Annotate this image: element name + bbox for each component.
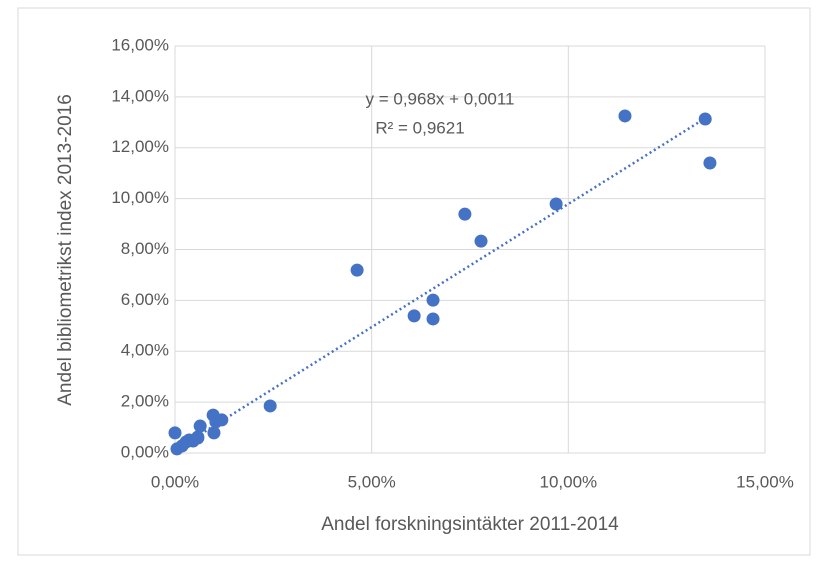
point bbox=[426, 312, 440, 326]
y-tick-label: 16,00% bbox=[111, 35, 169, 54]
point bbox=[207, 426, 221, 440]
x-tick-label: 15,00% bbox=[736, 472, 794, 491]
point bbox=[350, 263, 364, 277]
point bbox=[703, 156, 717, 170]
y-tick-label: 4,00% bbox=[121, 341, 169, 360]
x-tick-label: 10,00% bbox=[539, 472, 597, 491]
point bbox=[474, 234, 488, 248]
y-tick-label: 2,00% bbox=[121, 392, 169, 411]
point bbox=[549, 197, 563, 211]
point bbox=[407, 309, 421, 323]
x-tick-label: 5,00% bbox=[348, 472, 396, 491]
point bbox=[618, 109, 632, 123]
trendline-r2: R² = 0,9621 bbox=[375, 118, 464, 137]
y-tick-label: 10,00% bbox=[111, 188, 169, 207]
chart-frame bbox=[17, 7, 811, 556]
trendline-equation: y = 0,968x + 0,0011 bbox=[365, 89, 514, 108]
y-tick-label: 8,00% bbox=[121, 239, 169, 258]
point bbox=[193, 419, 207, 433]
y-tick-label: 0,00% bbox=[121, 442, 169, 461]
x-axis-title: Andel forskningsintäkter 2011-2014 bbox=[321, 514, 619, 535]
point bbox=[426, 293, 440, 307]
y-tick-label: 12,00% bbox=[111, 137, 169, 156]
y-axis-title: Andel bibliometrikst index 2013-2016 bbox=[55, 94, 76, 406]
point bbox=[263, 399, 277, 413]
x-tick-label: 0,00% bbox=[151, 472, 199, 491]
trendline bbox=[174, 114, 711, 452]
y-tick-label: 14,00% bbox=[111, 86, 169, 105]
point bbox=[458, 207, 472, 221]
y-tick-label: 6,00% bbox=[121, 290, 169, 309]
point bbox=[168, 426, 182, 440]
